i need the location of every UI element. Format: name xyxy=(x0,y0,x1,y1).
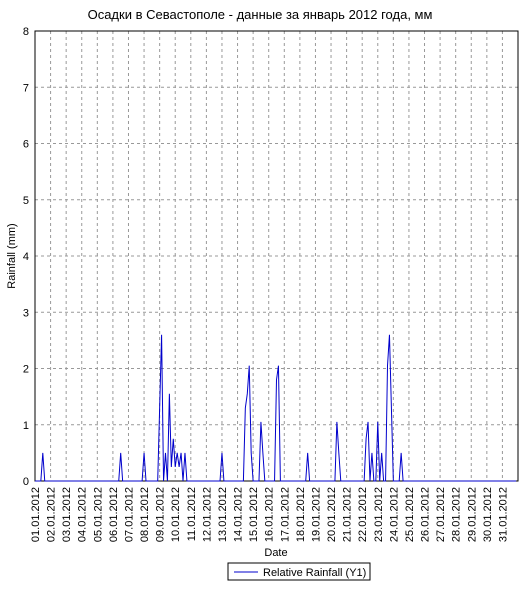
y-tick-label: 5 xyxy=(23,195,29,207)
x-tick-label: 01.01.2012 xyxy=(30,487,42,542)
x-tick-label: 25.01.2012 xyxy=(404,487,416,542)
x-tick-label: 28.01.2012 xyxy=(451,487,463,542)
x-tick-label: 19.01.2012 xyxy=(310,487,322,542)
x-tick-label: 03.01.2012 xyxy=(61,487,73,542)
x-tick-label: 16.01.2012 xyxy=(264,487,276,542)
x-tick-label: 07.01.2012 xyxy=(123,487,135,542)
x-tick-label: 30.01.2012 xyxy=(482,487,494,542)
x-tick-label: 13.01.2012 xyxy=(217,487,229,542)
x-tick-label: 27.01.2012 xyxy=(435,487,447,542)
x-tick-label: 06.01.2012 xyxy=(108,487,120,542)
y-tick-label: 2 xyxy=(23,364,29,376)
x-tick-label: 20.01.2012 xyxy=(326,487,338,542)
x-tick-label: 23.01.2012 xyxy=(373,487,385,542)
x-tick-label: 08.01.2012 xyxy=(139,487,151,542)
x-tick-label: 26.01.2012 xyxy=(420,487,432,542)
x-tick-label: 15.01.2012 xyxy=(248,487,260,542)
data-line xyxy=(35,334,517,482)
y-axis-label: Rainfall (mm) xyxy=(6,223,18,288)
x-tick-label: 02.01.2012 xyxy=(46,487,58,542)
x-axis-label: Date xyxy=(264,547,287,559)
x-tick-label: 12.01.2012 xyxy=(201,487,213,542)
x-tick-label: 31.01.2012 xyxy=(497,487,509,542)
y-tick-label: 1 xyxy=(23,420,29,432)
x-tick-label: 09.01.2012 xyxy=(155,487,167,542)
x-tick-label: 21.01.2012 xyxy=(342,487,354,542)
chart-title: Осадки в Севастополе - данные за январь … xyxy=(88,7,433,22)
x-tick-label: 05.01.2012 xyxy=(92,487,104,542)
y-tick-label: 3 xyxy=(23,307,29,319)
y-tick-label: 4 xyxy=(23,251,29,263)
x-tick-label: 29.01.2012 xyxy=(466,487,478,542)
y-tick-label: 6 xyxy=(23,139,29,151)
x-tick-label: 14.01.2012 xyxy=(233,487,245,542)
x-tick-label: 22.01.2012 xyxy=(357,487,369,542)
y-tick-label: 0 xyxy=(23,476,29,488)
y-tick-label: 8 xyxy=(23,26,29,38)
y-tick-label: 7 xyxy=(23,82,29,94)
x-tick-label: 10.01.2012 xyxy=(170,487,182,542)
x-tick-label: 24.01.2012 xyxy=(388,487,400,542)
x-tick-label: 17.01.2012 xyxy=(279,487,291,542)
plot-frame xyxy=(34,30,519,482)
x-tick-label: 11.01.2012 xyxy=(186,487,198,541)
x-tick-label: 18.01.2012 xyxy=(295,487,307,542)
legend-box xyxy=(227,562,371,581)
legend-label: Relative Rainfall (Y1) xyxy=(263,567,366,579)
x-tick-label: 04.01.2012 xyxy=(77,487,89,542)
